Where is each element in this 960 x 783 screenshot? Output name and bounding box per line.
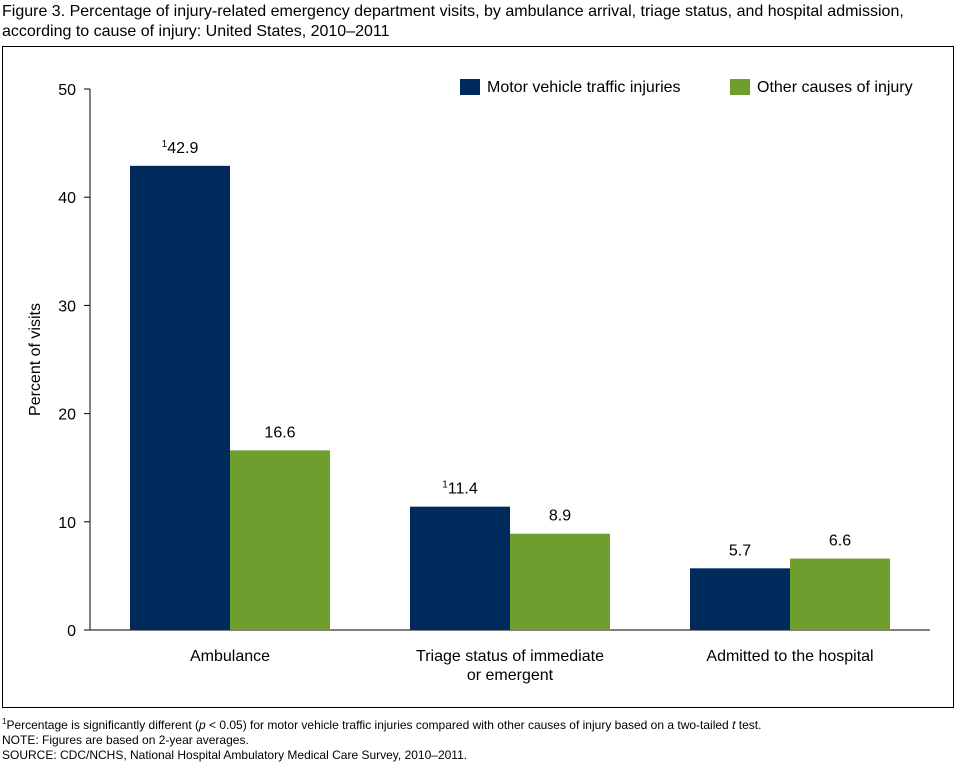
- legend-label: Motor vehicle traffic injuries: [487, 79, 681, 96]
- data-label: 8.9: [549, 508, 571, 525]
- category-label: Ambulance: [190, 648, 270, 665]
- legend-swatch: [730, 79, 750, 95]
- footnotes: 1Percentage is significantly different (…: [2, 718, 952, 763]
- data-value: 11.4: [448, 481, 478, 498]
- y-axis-title: Percent of visits: [27, 303, 44, 416]
- bar: [790, 558, 890, 630]
- y-tick-label: 50: [58, 82, 76, 99]
- category-label-line: or emergent: [467, 667, 554, 684]
- footnote-text-3: test.: [735, 718, 762, 732]
- y-tick-label: 10: [58, 515, 76, 532]
- bar: [690, 568, 790, 630]
- figure-title: Figure 3. Percentage of injury-related e…: [2, 3, 904, 40]
- y-tick-label: 20: [58, 407, 76, 424]
- y-axis-ticks: 0 10 20 30 40 50: [58, 82, 90, 640]
- data-label: 142.9: [162, 139, 199, 157]
- legend-swatch: [460, 79, 480, 95]
- significance-marker: 1: [442, 480, 448, 491]
- significance-marker: 1: [162, 139, 168, 150]
- y-tick-label: 40: [58, 190, 76, 207]
- category-labels: Ambulance Triage status of immediate or em…: [190, 648, 874, 684]
- footnote-t: t: [732, 718, 736, 732]
- bar: [510, 533, 610, 630]
- chart-frame: [2, 46, 954, 708]
- footnote-p: p: [199, 718, 206, 732]
- footnote-marker: 1: [2, 717, 7, 726]
- legend-label: Other causes of injury: [757, 79, 913, 96]
- category-label-line: Admitted to the hospital: [706, 648, 873, 665]
- legend: Motor vehicle traffic injuries Other caus…: [460, 79, 913, 96]
- significance-footnote: 1Percentage is significantly different (…: [2, 718, 952, 733]
- category-label-line: Ambulance: [190, 648, 270, 665]
- source-line: SOURCE: CDC/NCHS, National Hospital Ambu…: [2, 748, 468, 762]
- data-value: 42.9: [167, 140, 198, 157]
- category-label-line: Triage status of immediate: [416, 648, 604, 665]
- footnote-text-2: < 0.05) for motor vehicle traffic injuri…: [205, 718, 733, 732]
- data-label: 111.4: [442, 480, 478, 498]
- bar: [410, 506, 510, 630]
- data-label: 5.7: [729, 542, 751, 559]
- bar: [130, 165, 230, 630]
- y-tick-label: 30: [58, 298, 76, 315]
- y-tick-label: 0: [67, 623, 76, 640]
- note-line: NOTE: Figures are based on 2-year averag…: [2, 733, 249, 747]
- bar: [230, 450, 330, 630]
- data-label: 6.6: [829, 533, 851, 550]
- category-label: Admitted to the hospital: [706, 648, 873, 665]
- footnote-text-1: Percentage is significantly different (: [6, 718, 199, 732]
- category-label: Triage status of immediate or emergent: [416, 648, 604, 684]
- data-label: 16.6: [264, 424, 295, 441]
